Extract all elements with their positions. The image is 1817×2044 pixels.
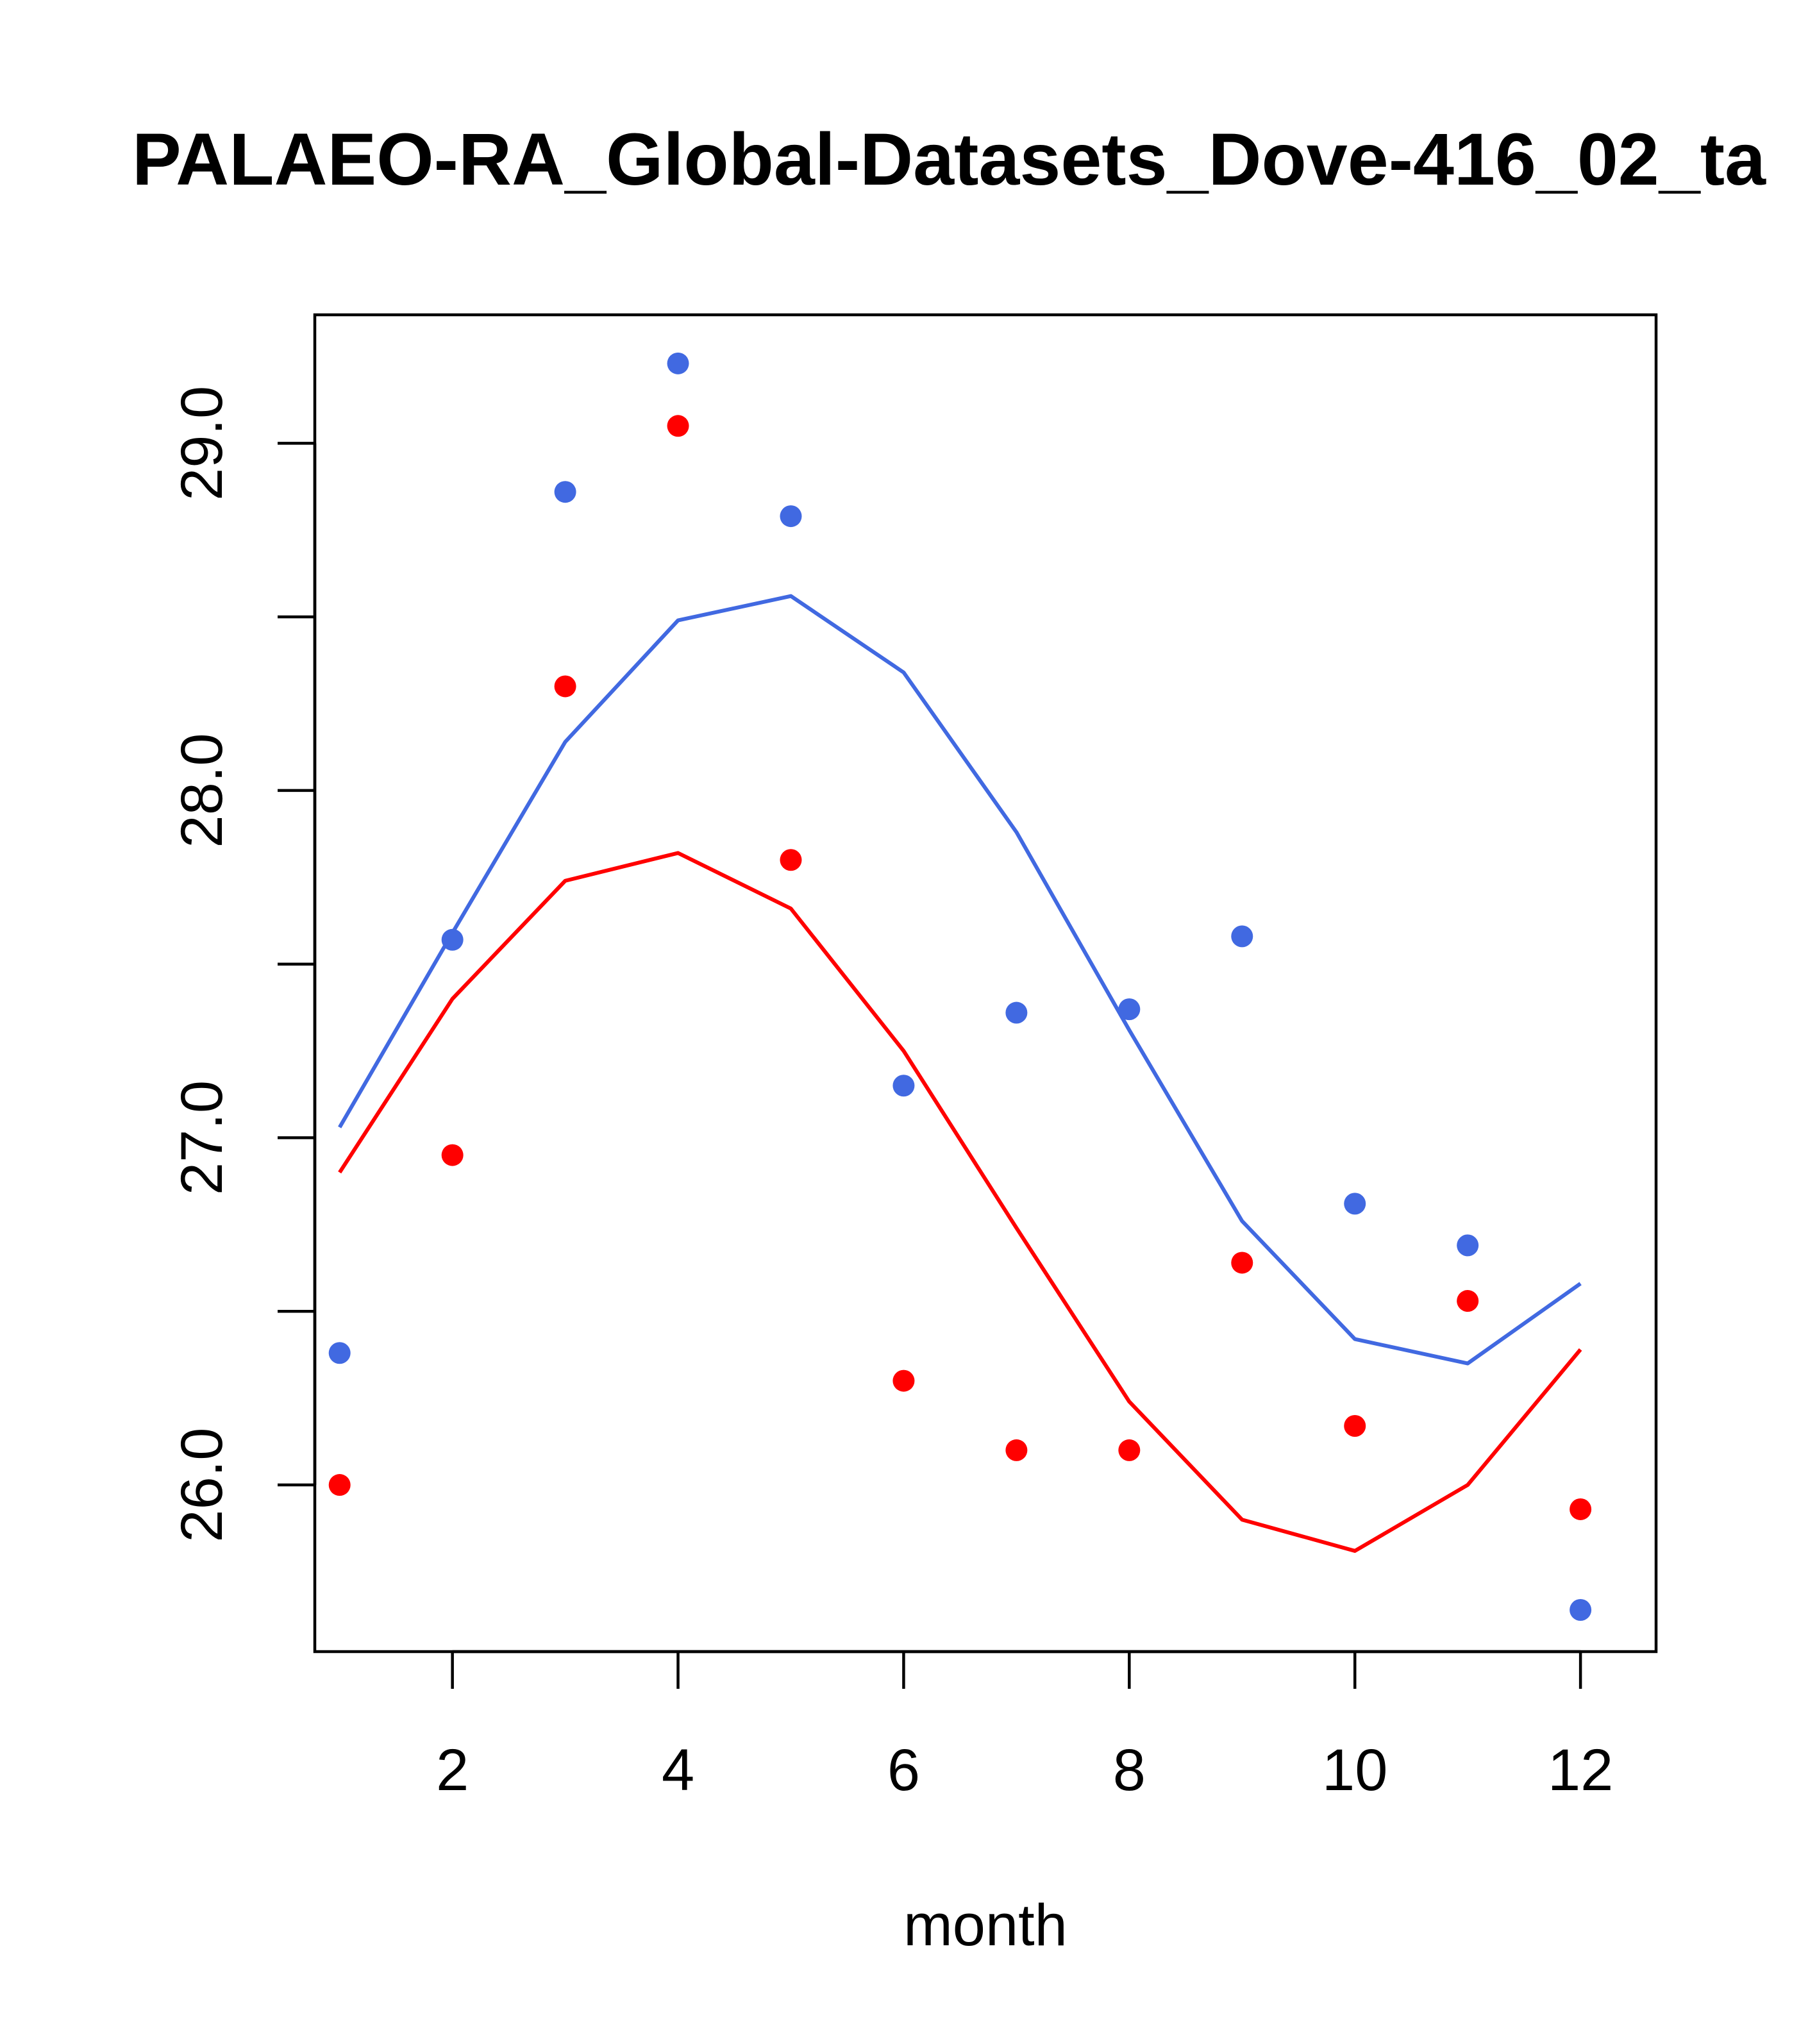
x-tick-label: 4 bbox=[662, 1738, 694, 1803]
x-tick-label: 8 bbox=[1113, 1738, 1146, 1803]
y-tick-label: 27.0 bbox=[169, 1080, 235, 1195]
x-tick-label: 10 bbox=[1322, 1738, 1387, 1803]
data-point bbox=[554, 675, 576, 698]
data-point bbox=[892, 1370, 915, 1392]
data-point bbox=[667, 415, 689, 437]
x-tick-label: 6 bbox=[887, 1738, 920, 1803]
y-tick-label: 26.0 bbox=[169, 1428, 235, 1543]
series-line bbox=[338, 851, 1582, 1553]
data-point bbox=[1231, 1252, 1253, 1274]
x-tick-label: 12 bbox=[1548, 1738, 1613, 1803]
chart-title: PALAEO-RA_Global-Datasets_Dove-416_02_ta bbox=[132, 119, 1766, 201]
y-tick-label: 29.0 bbox=[169, 386, 235, 501]
data-point bbox=[1118, 1439, 1141, 1461]
y-axis: 26.0 27.0 28.0 29.0 bbox=[169, 386, 317, 1543]
data-point bbox=[1457, 1290, 1479, 1312]
data-point bbox=[667, 352, 689, 374]
data-point bbox=[1118, 998, 1141, 1021]
data-point bbox=[328, 1342, 351, 1364]
data-point bbox=[1005, 1439, 1028, 1461]
data-point bbox=[1344, 1414, 1366, 1437]
data-point bbox=[780, 505, 802, 528]
x-axis-label: month bbox=[903, 1893, 1068, 1958]
data-point bbox=[328, 1474, 351, 1496]
data-point bbox=[441, 1144, 464, 1166]
x-axis: 2 4 6 8 10 12 bbox=[436, 1650, 1613, 1803]
data-point bbox=[780, 849, 802, 871]
data-point bbox=[892, 1075, 915, 1097]
x-tick-label: 2 bbox=[436, 1738, 469, 1803]
data-point bbox=[1344, 1193, 1366, 1215]
data-point bbox=[1457, 1234, 1479, 1257]
data-point bbox=[441, 928, 464, 951]
series-lines bbox=[338, 594, 1582, 1553]
data-point bbox=[1570, 1599, 1592, 1621]
series-line bbox=[338, 594, 1582, 1366]
data-point bbox=[554, 481, 576, 503]
data-point bbox=[1570, 1498, 1592, 1520]
data-point bbox=[1231, 925, 1253, 948]
data-point bbox=[1005, 1001, 1028, 1024]
series-points bbox=[328, 352, 1592, 1621]
y-tick-label: 28.0 bbox=[169, 733, 235, 848]
